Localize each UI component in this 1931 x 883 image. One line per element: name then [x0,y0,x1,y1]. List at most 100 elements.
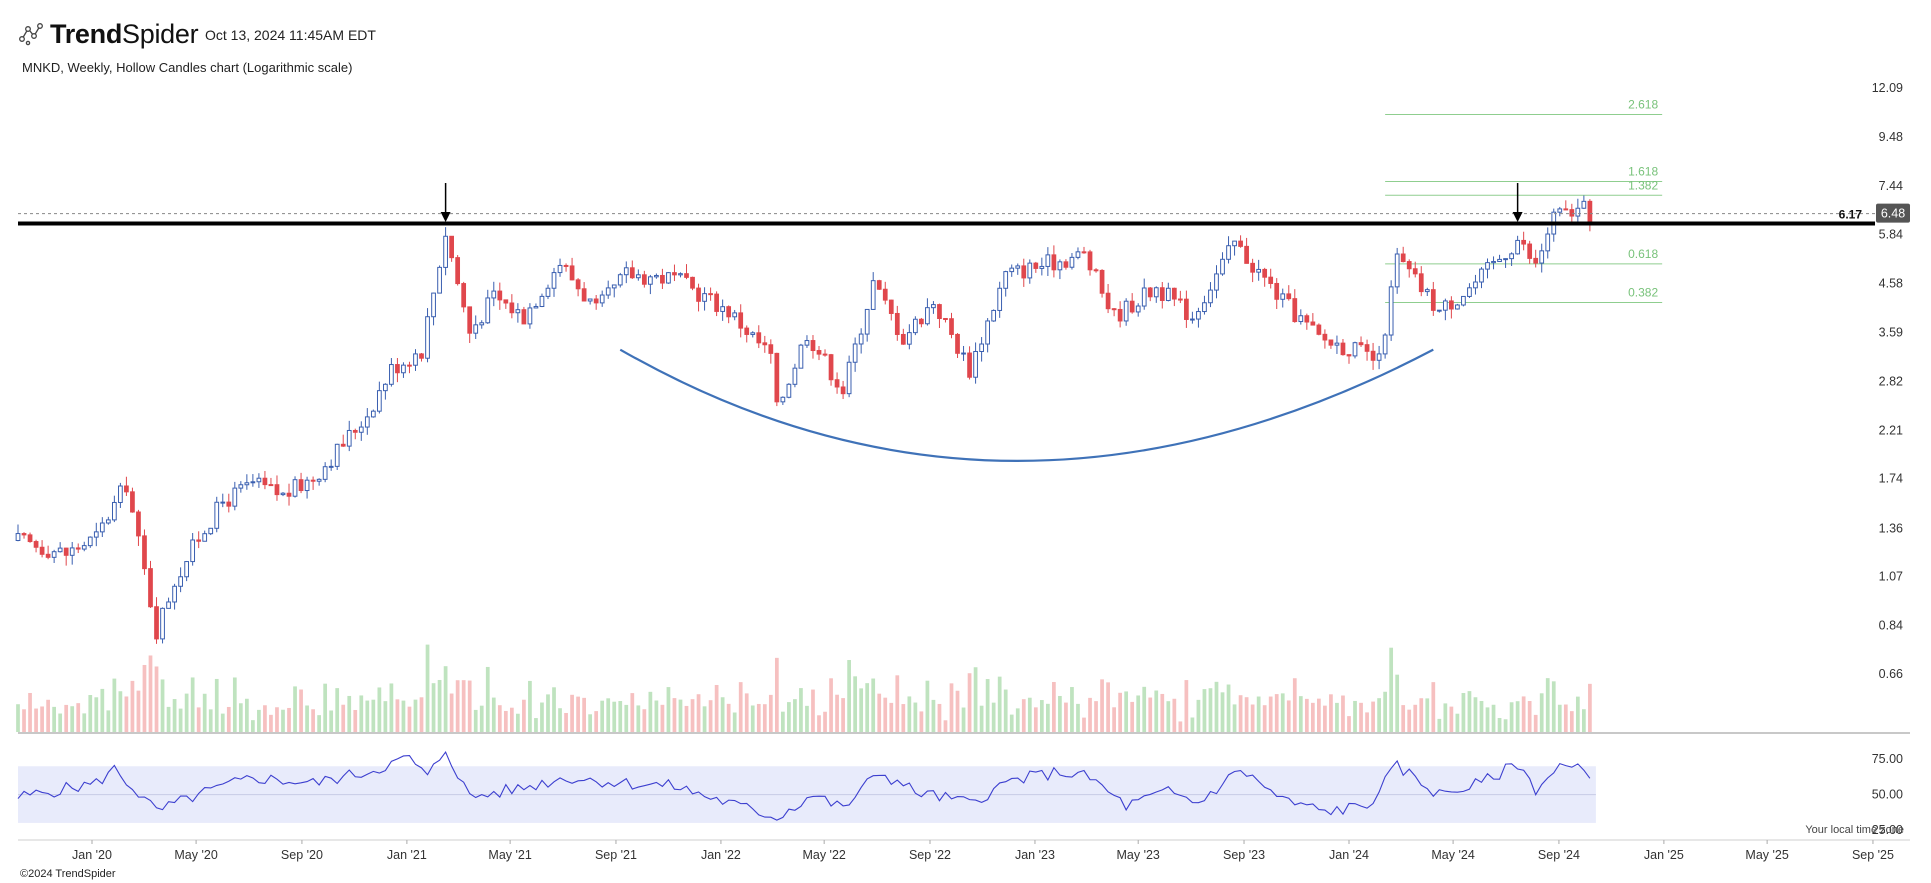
candle [1400,246,1406,263]
volume-bar [642,709,647,732]
volume-bar [1202,689,1207,732]
volume-bar [901,704,906,732]
candle-body [1093,269,1099,272]
candle [286,483,292,506]
candle [1316,323,1322,336]
candle [1292,289,1298,323]
candle-body [1250,262,1255,273]
volume-bar [1280,693,1285,732]
candle [919,317,924,328]
candle-body [202,533,208,542]
price-tick-label: 0.84 [1879,618,1903,632]
candle [551,267,557,297]
candle-body [1027,262,1033,279]
candle [834,372,840,394]
annotation-arrows[interactable] [440,183,1523,223]
candle-body [244,482,250,486]
candle [1557,206,1563,217]
volume-bars [16,644,1910,734]
volume-bar [1220,692,1225,732]
candle [894,305,900,341]
candle-body [672,272,677,276]
volume-bar [1551,681,1556,732]
down-arrow-icon[interactable] [440,183,451,223]
volume-bar [509,707,514,732]
volume-bar [1033,707,1038,732]
candle [1081,246,1087,254]
arrow-head [440,212,451,223]
brand-name: TrendSpider [50,18,199,49]
volume-bar [817,715,821,732]
candle [407,361,412,374]
time-tick-label: Sep '20 [281,848,323,862]
candle-body [166,601,171,609]
price-tick-label: 3.59 [1879,326,1903,340]
candle-body [1346,354,1352,357]
candle [75,543,81,554]
volume-bar [58,713,63,732]
candle-body [810,340,816,352]
candle-body [1232,240,1237,247]
candle-body [111,501,117,521]
rsi-line[interactable] [17,750,1591,821]
volume-bar [124,696,129,732]
candle [274,475,280,501]
candle-body [557,264,563,274]
candle [142,529,147,575]
price-axis[interactable]: 12.09 9.48 7.44 5.84 4.58 3.59 2.82 2.21 1.74 1.3… [1872,81,1910,681]
candle-body [316,478,322,482]
volume-bar [1021,699,1026,732]
volume-bar [750,705,755,732]
candle [1117,301,1123,328]
volume-bar [106,710,111,732]
candle [708,287,713,301]
candle-body [635,274,641,279]
price-tick-label: 5.84 [1879,228,1903,242]
candle [1340,338,1346,356]
volume-bar [1371,701,1375,732]
resistance-line[interactable]: 6.17 [18,208,1875,226]
candle-body [726,306,732,318]
candle-body [1208,289,1213,304]
candle [629,260,635,279]
volume-bar [1545,678,1550,732]
candle [702,287,707,311]
candle-body [931,304,936,309]
candle [1238,235,1243,248]
candle [654,273,659,279]
candle-body [708,293,713,296]
candle-body [1340,342,1346,356]
candle-body [142,535,147,570]
cup-curve-drawing[interactable] [619,348,1434,462]
candle-body [328,465,334,468]
volume-bar [1130,701,1135,732]
volume-bar [762,704,767,732]
candle [1015,263,1021,275]
candle-body [991,309,997,322]
candle [557,258,563,277]
time-axis[interactable]: Jan '20 May '20 Sep '20 Jan '21 May '21 Sep '… [18,839,1910,862]
cup-curve[interactable] [619,348,1434,462]
volume-bar [967,673,972,732]
candle-body [1262,268,1268,278]
candle [1184,290,1189,328]
candle [1364,339,1370,361]
volume-bar [744,693,749,732]
candle [449,235,454,262]
timezone-note: Your local time zone [1805,824,1904,836]
candle [1569,203,1575,224]
rsi-panel[interactable] [17,750,1596,823]
candle [1196,307,1201,328]
candle [15,524,21,542]
volume-bar [1449,706,1454,732]
volume-bar [1064,702,1068,732]
candle-body [118,485,123,503]
candle-body [1503,258,1508,261]
candle [455,255,461,286]
down-arrow-icon[interactable] [1512,183,1523,223]
candle [1159,281,1165,309]
volume-bar [871,678,876,732]
candle [1105,283,1111,314]
